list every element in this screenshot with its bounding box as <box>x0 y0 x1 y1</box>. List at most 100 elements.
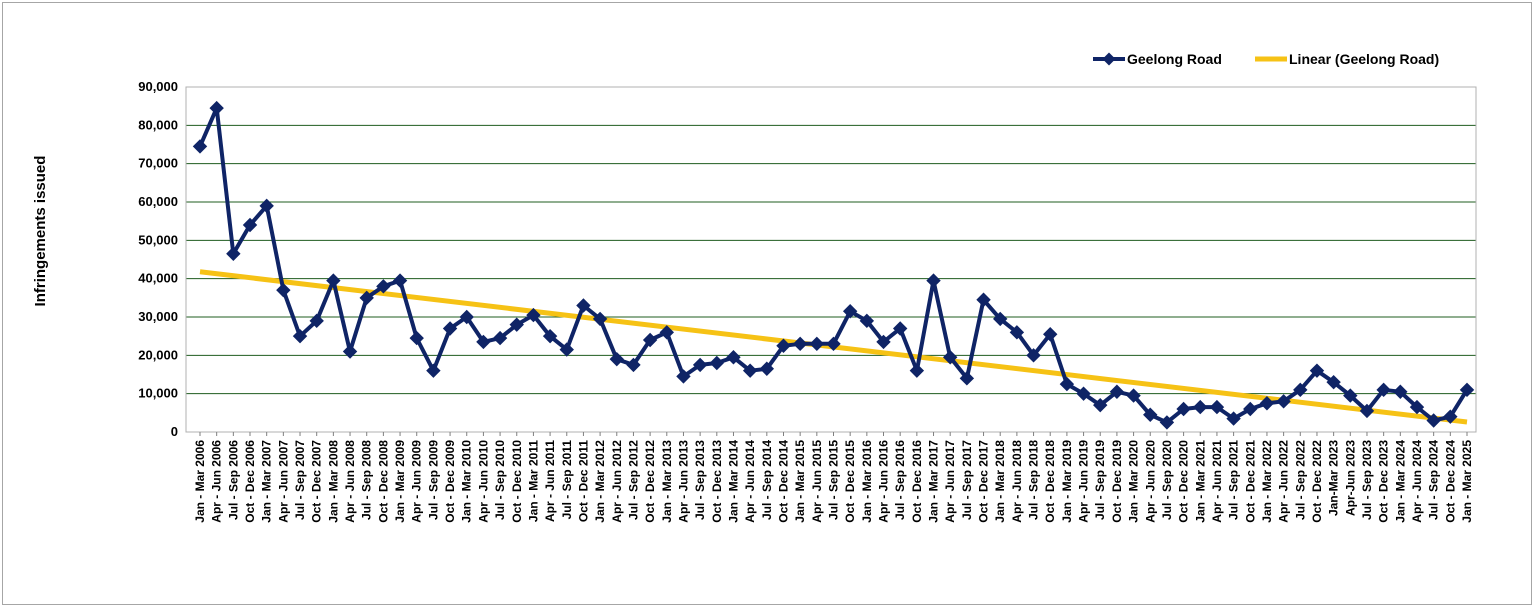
data-point-marker <box>242 217 258 233</box>
x-tick-label: Jul - Sep 2016 <box>893 440 907 520</box>
data-point-marker <box>1059 376 1075 392</box>
series-group <box>192 100 1475 430</box>
x-tick-label: Oct - Dec 2011 <box>576 440 590 522</box>
x-tick-label: Oct - Dec 2009 <box>443 440 457 523</box>
x-tick-label: Oct - Dec 2013 <box>710 440 724 523</box>
data-point-marker <box>792 336 808 352</box>
x-tick-label: Jan - Mar 2013 <box>660 440 674 523</box>
data-point-marker <box>409 330 424 346</box>
data-point-marker <box>509 317 524 332</box>
x-tick-label: Apr - Jun 2021 <box>1210 440 1224 523</box>
x-tick-label: Apr - Jun 2010 <box>476 440 490 523</box>
data-point-marker <box>192 139 208 154</box>
data-point-marker <box>742 363 758 378</box>
y-tick-label: 80,000 <box>138 117 178 132</box>
data-point-marker <box>476 334 491 350</box>
data-point-marker <box>1309 363 1325 378</box>
data-point-marker <box>459 309 474 325</box>
data-point-marker <box>1426 413 1441 428</box>
x-tick-label: Jan - Mar 2021 <box>1193 440 1207 523</box>
x-tick-label: Apr - Jun 2011 <box>543 440 557 522</box>
x-tick-label: Oct - Dec 2010 <box>510 440 524 523</box>
data-point-marker <box>1159 415 1175 430</box>
x-tick-label: Jan - Mar 2006 <box>193 440 207 523</box>
data-point-marker <box>1243 401 1258 417</box>
data-point-marker <box>1009 325 1025 340</box>
x-tick-label: Jan - Mar 2018 <box>993 440 1007 523</box>
data-point-marker <box>292 328 308 344</box>
x-tick-label: Apr - Jun 2013 <box>676 440 690 523</box>
x-tick-label: Oct - Dec 2022 <box>1310 440 1324 523</box>
y-tick-label: 30,000 <box>138 309 178 324</box>
data-point-marker <box>259 198 274 214</box>
data-point-marker <box>1126 388 1141 403</box>
data-point-marker <box>1343 388 1358 403</box>
x-tick-label: Oct - Dec 2012 <box>643 440 657 523</box>
x-tick-label: Oct - Dec 2006 <box>243 440 257 523</box>
x-tick-label: Apr - Jun 2017 <box>943 440 957 523</box>
x-tick-label: Jul - Sep 2014 <box>760 440 774 520</box>
data-point-marker <box>642 332 658 348</box>
chart-canvas: 0 10,000 20,000 30,000 40,000 50,000 60,000 70,… <box>32 51 1477 523</box>
data-point-marker <box>1459 382 1475 398</box>
x-axis-ticks: Jan - Mar 2006 Apr - Jun 2006 Jul - Sep 20… <box>193 432 1474 523</box>
data-point-marker <box>909 363 925 378</box>
data-point-marker <box>1209 399 1225 415</box>
data-point-marker <box>559 342 574 357</box>
y-tick-label: 10,000 <box>138 386 178 401</box>
y-tick-label: 50,000 <box>138 232 178 247</box>
x-tick-label: Oct - Dec 2007 <box>310 440 324 523</box>
data-point-marker <box>226 246 241 261</box>
data-point-marker <box>1093 397 1108 413</box>
x-tick-label: Apr - Jun 2015 <box>810 440 824 523</box>
x-tick-label: Jul - Sep 2011 <box>560 440 574 520</box>
x-tick-label: Jul - Sep 2024 <box>1427 440 1441 520</box>
data-point-marker <box>626 357 641 373</box>
data-point-marker <box>1026 348 1041 363</box>
data-point-marker <box>809 336 825 352</box>
x-tick-label: Jul - Sep 2019 <box>1093 440 1107 520</box>
x-tick-label: Jan-Mar 2023 <box>1327 440 1341 516</box>
y-axis-ticks: 0 10,000 20,000 30,000 40,000 50,000 60,000 70,… <box>138 79 178 439</box>
data-point-marker <box>359 290 374 306</box>
data-point-marker <box>442 321 458 336</box>
x-tick-label: Apr - Jun 2020 <box>1143 440 1157 523</box>
data-point-marker <box>926 273 941 288</box>
x-tick-label: Jan - Mar 2010 <box>460 440 474 523</box>
y-tick-label: 20,000 <box>138 347 178 362</box>
series-line <box>198 106 1469 425</box>
x-tick-label: Jul - Sep 2021 <box>1227 440 1241 520</box>
x-tick-label: Oct - Dec 2018 <box>1043 440 1057 523</box>
x-tick-label: Apr - Jun 2018 <box>1010 440 1024 523</box>
data-point-marker <box>993 311 1008 327</box>
data-point-marker <box>859 313 875 329</box>
y-tick-label: 90,000 <box>138 79 178 94</box>
data-point-marker <box>876 334 891 350</box>
x-tick-label: Oct - Dec 2016 <box>910 440 924 523</box>
x-tick-label: Oct - Dec 2014 <box>776 440 790 523</box>
data-point-marker <box>676 369 691 384</box>
data-point-marker <box>1276 394 1291 409</box>
data-point-marker <box>492 330 508 346</box>
x-tick-label: Jan - Mar 2019 <box>1060 440 1074 523</box>
data-point-marker <box>576 298 591 313</box>
legend-series-marker <box>1102 52 1116 66</box>
data-point-marker <box>276 282 291 298</box>
data-point-marker <box>1043 327 1058 342</box>
data-point-marker <box>1393 384 1408 399</box>
x-tick-label: Apr - Jun 2007 <box>276 440 290 523</box>
data-point-marker <box>309 313 324 329</box>
y-tick-label: 40,000 <box>138 271 178 286</box>
x-tick-label: Oct - Dec 2015 <box>843 440 857 523</box>
x-tick-label: Oct - Dec 2021 <box>1243 440 1257 523</box>
y-tick-label: 0 <box>171 424 178 439</box>
x-tick-label: Jan - Mar 2025 <box>1460 440 1474 523</box>
data-point-marker <box>776 338 791 353</box>
data-point-marker <box>1376 382 1391 398</box>
y-tick-label: 70,000 <box>138 156 178 171</box>
x-tick-label: Jul - Sep 2015 <box>827 440 841 520</box>
x-tick-label: Jan - Mar 2022 <box>1260 440 1274 523</box>
data-point-marker <box>842 304 858 319</box>
data-point-marker <box>1109 384 1125 399</box>
x-tick-label: Jul - Sep 2012 <box>626 440 640 520</box>
